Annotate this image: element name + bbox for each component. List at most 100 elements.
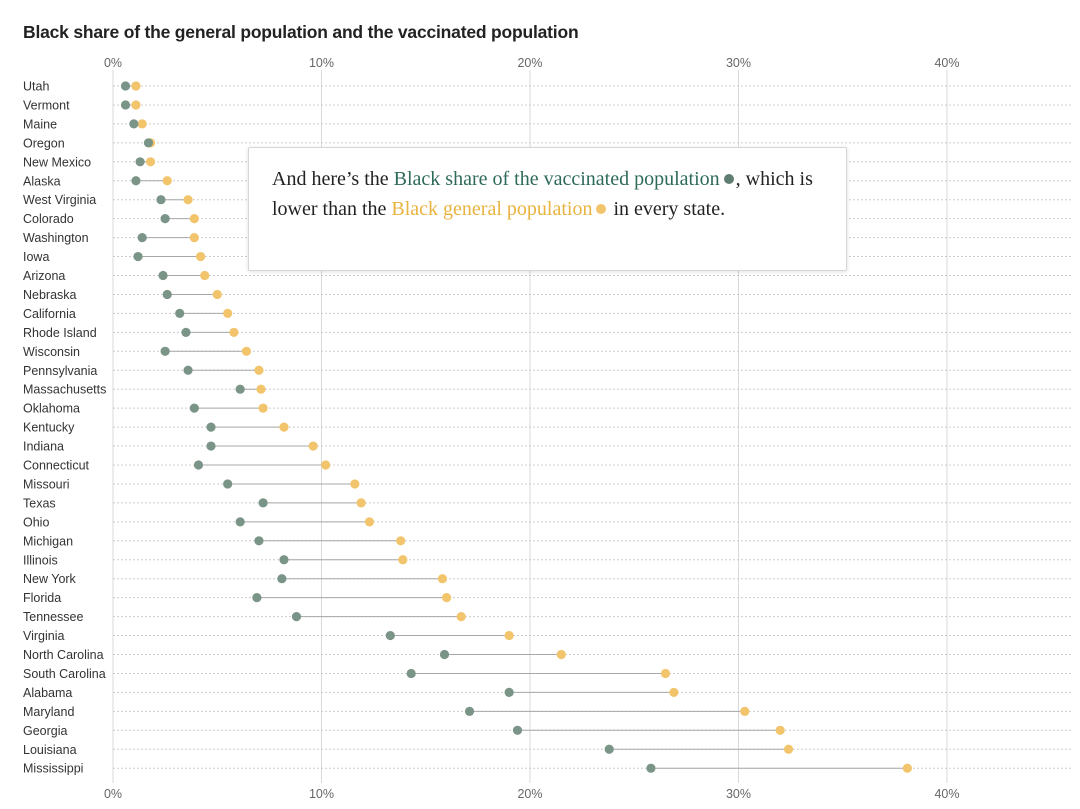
vaccinated-population-dot[interactable] [160,346,170,356]
x-tick-label-top: 20% [517,56,542,70]
state-row: Tennessee [23,610,1072,624]
general-population-dot[interactable] [279,422,289,432]
vaccinated-population-dot[interactable] [160,214,170,224]
general-population-dot[interactable] [556,649,566,660]
vaccinated-population-dot[interactable] [183,365,193,375]
x-tick-label-bottom: 20% [517,787,542,801]
vaccinated-population-dot[interactable] [137,233,147,243]
general-population-dot[interactable] [137,119,147,129]
state-row: Illinois [23,553,1072,567]
general-population-dot[interactable] [254,365,264,375]
vaccinated-population-dot[interactable] [258,498,268,508]
general-population-dot[interactable] [669,687,679,698]
vaccinated-population-dot[interactable] [206,441,216,451]
general-population-dot[interactable] [398,555,408,565]
vaccinated-population-dot[interactable] [291,612,302,622]
state-label: Maryland [23,705,74,719]
state-rows: Utah Vermont Maine Oregon New Mexico Alaska We… [23,80,1072,776]
state-label: Illinois [23,553,58,567]
vaccinated-population-dot[interactable] [156,195,166,205]
general-population-dot[interactable] [456,612,466,622]
vaccinated-population-dot[interactable] [175,308,185,318]
vaccinated-population-dot[interactable] [120,81,131,91]
state-row: Pennsylvania [23,364,1072,378]
general-population-dot[interactable] [131,81,141,91]
general-population-dot[interactable] [212,289,222,300]
vaccinated-population-dot[interactable] [193,460,204,470]
vaccinated-population-dot[interactable] [120,100,131,110]
vaccinated-population-dot[interactable] [133,251,143,262]
vaccinated-population-dot[interactable] [512,725,523,735]
general-population-dot[interactable] [229,327,239,337]
state-label: Texas [23,496,56,510]
vaccinated-population-dot[interactable] [223,479,233,489]
general-population-dot[interactable] [350,479,360,489]
vaccinated-population-dot[interactable] [143,138,154,148]
vaccinated-population-dot[interactable] [385,630,395,641]
state-row: Georgia [23,724,1072,738]
general-population-dot[interactable] [442,593,452,603]
general-dot-icon [596,204,607,215]
general-population-dot[interactable] [504,630,514,641]
state-row: Florida [23,591,1072,605]
state-row: Rhode Island [23,326,1072,340]
general-population-dot[interactable] [783,744,794,754]
state-label: Florida [23,591,61,605]
general-population-dot[interactable] [437,574,448,584]
vaccinated-population-dot[interactable] [189,403,199,413]
vaccinated-population-dot[interactable] [646,763,656,773]
vaccinated-population-dot[interactable] [162,289,172,300]
state-row: Massachusetts [23,383,1072,397]
vaccinated-population-dot[interactable] [604,744,614,754]
state-row: South Carolina [23,667,1072,681]
vaccinated-population-dot[interactable] [135,157,145,167]
general-population-dot[interactable] [200,270,210,281]
general-population-dot[interactable] [258,403,268,413]
general-population-dot[interactable] [223,308,233,318]
general-population-dot[interactable] [364,517,375,527]
vaccinated-population-dot[interactable] [158,270,168,281]
state-label: Connecticut [23,459,90,473]
general-population-dot[interactable] [183,195,193,205]
general-population-dot[interactable] [189,233,199,243]
general-population-dot[interactable] [321,460,331,470]
state-label: Virginia [23,629,65,643]
state-label: West Virginia [23,193,96,207]
state-label: Pennsylvania [23,364,97,378]
vaccinated-population-dot[interactable] [206,422,216,432]
vaccinated-population-dot[interactable] [277,574,287,584]
vaccinated-population-dot[interactable] [254,536,264,546]
general-population-dot[interactable] [241,346,252,356]
general-population-dot[interactable] [131,100,141,110]
state-row: Iowa [23,250,1072,264]
vaccinated-population-dot[interactable] [252,593,262,603]
vaccinated-population-dot[interactable] [439,649,450,660]
vaccinated-population-dot[interactable] [504,687,514,698]
general-population-dot[interactable] [740,706,750,716]
state-label: Utah [23,80,49,94]
vaccinated-population-dot[interactable] [235,384,245,394]
general-population-dot[interactable] [195,251,206,262]
general-population-dot[interactable] [902,763,912,773]
vaccinated-population-dot[interactable] [129,119,139,129]
state-row: California [23,307,1072,321]
callout-vaccinated-label: Black share of the vaccinated population [393,168,720,190]
state-label: North Carolina [23,648,104,662]
state-row: Oklahoma [23,402,1072,416]
state-label: New York [23,572,77,586]
general-population-dot[interactable] [256,384,266,394]
general-population-dot[interactable] [308,441,318,451]
general-population-dot[interactable] [162,176,172,186]
vaccinated-population-dot[interactable] [131,176,141,186]
general-population-dot[interactable] [775,725,785,735]
vaccinated-population-dot[interactable] [181,327,191,337]
general-population-dot[interactable] [189,214,199,224]
vaccinated-population-dot[interactable] [464,706,475,716]
vaccinated-population-dot[interactable] [279,555,289,565]
general-population-dot[interactable] [660,668,671,679]
vaccinated-population-dot[interactable] [406,668,416,679]
general-population-dot[interactable] [396,536,406,546]
general-population-dot[interactable] [145,157,156,167]
general-population-dot[interactable] [356,498,366,508]
vaccinated-population-dot[interactable] [235,517,245,527]
